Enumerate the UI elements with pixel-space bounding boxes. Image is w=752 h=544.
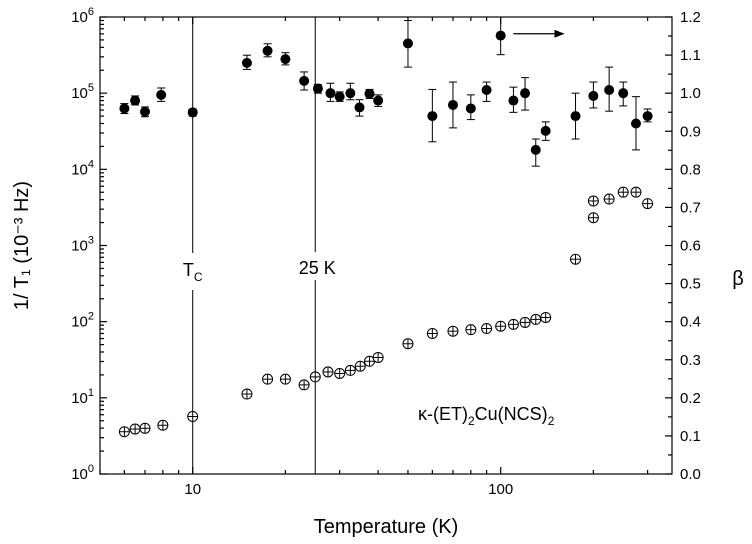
rate-point: [364, 88, 375, 99]
beta-point: [587, 212, 599, 224]
reference-lines: [192, 17, 565, 474]
beta-point: [334, 367, 346, 379]
y-left-axis-title: 1/ T₁ (10⁻³ Hz): [11, 181, 33, 310]
rate-point: [402, 38, 413, 49]
beta-point: [129, 423, 141, 435]
rate-point: [447, 99, 458, 110]
y-right-tick-label: 1.2: [680, 9, 701, 26]
beta-point: [354, 360, 366, 372]
beta-point: [447, 325, 459, 337]
y-right-tick-label: 1.1: [680, 47, 701, 64]
beta-point: [187, 410, 199, 422]
labels: 10 100 100 101 102 103 104 105 106 0.0 0.1 0.2 0.3 0.…: [11, 6, 744, 538]
y-left-tick-label: 100: [71, 463, 94, 483]
beta-point: [495, 320, 507, 332]
x-tick-label: 10: [184, 481, 201, 498]
y-right-tick-label: 0.9: [680, 123, 701, 140]
rate-point: [495, 30, 506, 41]
rate-point: [630, 118, 641, 129]
y-right-tick-label: 0.0: [680, 466, 701, 483]
beta-point: [344, 364, 356, 376]
rate-point: [156, 89, 167, 100]
tc-label: TC: [183, 260, 203, 284]
beta-point: [617, 186, 629, 198]
y-right-tick-label: 1.0: [680, 85, 701, 102]
y-right-tick-label: 0.5: [680, 276, 701, 293]
rate-point: [140, 106, 151, 117]
beta-point: [426, 327, 438, 339]
beta-point: [630, 186, 642, 198]
beta-point: [309, 371, 321, 383]
beta-point: [322, 366, 334, 378]
y-left-tick-label: 106: [71, 6, 94, 26]
rate-point: [530, 144, 541, 155]
y-left-tick-label: 105: [71, 82, 94, 102]
rate-point: [508, 95, 519, 106]
beta-point: [372, 351, 384, 363]
error-bars: [120, 16, 652, 167]
rate-point: [465, 103, 476, 114]
rate-point: [520, 88, 531, 99]
y-right-tick-label: 0.7: [680, 199, 701, 216]
compound-label: κ-(ET)2Cu(NCS)2: [418, 404, 555, 428]
rate-point: [262, 45, 273, 56]
rate-point: [280, 54, 291, 65]
beta-point: [530, 313, 542, 325]
x-tick-label: 100: [488, 481, 513, 498]
rate-point: [354, 102, 365, 113]
y-right-tick-label: 0.4: [680, 314, 701, 331]
rate-point: [187, 107, 198, 118]
beta-point: [519, 316, 531, 328]
beta-point: [481, 323, 493, 335]
rate-point: [618, 88, 629, 99]
rate-point: [130, 95, 141, 106]
beta-point: [507, 318, 519, 330]
rate-point: [241, 57, 252, 68]
rate-point: [427, 111, 438, 122]
y-right-tick-label: 0.2: [680, 390, 701, 407]
y-left-tick-label: 103: [71, 235, 94, 255]
rate-point: [345, 88, 356, 99]
rate-point: [604, 85, 615, 96]
y-right-tick-label: 0.1: [680, 428, 701, 445]
label-25k: 25 K: [299, 258, 336, 278]
rate-point: [325, 88, 336, 99]
beta-point: [587, 195, 599, 207]
rate-point: [299, 75, 310, 86]
beta-point: [603, 193, 615, 205]
y-left-tick-label: 101: [71, 387, 94, 407]
rate-point: [312, 83, 323, 94]
beta-point: [540, 311, 552, 323]
y-right-tick-label: 0.3: [680, 352, 701, 369]
beta-point: [465, 324, 477, 336]
y-left-tick-label: 104: [71, 158, 94, 178]
beta-point: [570, 253, 582, 265]
y-right-tick-label: 0.8: [680, 161, 701, 178]
y-right-tick-label: 0.6: [680, 238, 701, 255]
plot-frame: [99, 16, 673, 475]
y-left-tick-label: 102: [71, 311, 94, 331]
rate-point: [588, 90, 599, 101]
rate-point: [334, 91, 345, 102]
rate-point: [119, 103, 130, 114]
rate-point: [373, 95, 384, 106]
beta-point: [262, 373, 274, 385]
beta-point: [642, 198, 654, 210]
beta-point: [118, 426, 130, 438]
beta-point: [157, 419, 169, 431]
beta-point: [298, 379, 310, 391]
beta-point: [279, 373, 291, 385]
data-points: [118, 30, 654, 438]
rate-point: [642, 111, 653, 122]
beta-point: [241, 388, 253, 400]
rate-point: [540, 125, 551, 136]
beta-point: [402, 338, 414, 350]
rate-point: [481, 85, 492, 96]
rate-point: [570, 111, 581, 122]
beta-point: [139, 422, 151, 434]
x-axis-title: Temperature (K): [314, 516, 459, 538]
y-right-axis-title: β: [732, 268, 744, 290]
axes: [99, 16, 673, 475]
